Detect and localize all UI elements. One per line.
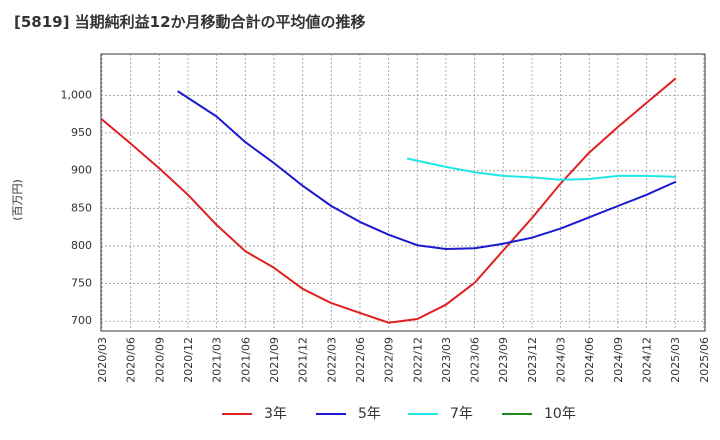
x-tick-label: 2020/03 [96, 337, 109, 383]
chart-title: [5819] 当期純利益12か月移動合計の平均値の推移 [14, 13, 366, 31]
series-line-7年 [406, 157, 677, 181]
legend-label: 3年 [264, 406, 287, 422]
y-tick-label: 750 [71, 277, 92, 290]
x-tick-label: 2022/06 [354, 337, 367, 383]
x-tick-label: 2023/09 [497, 337, 510, 383]
legend-label: 5年 [358, 406, 381, 422]
x-tick-label: 2023/06 [469, 337, 482, 383]
x-tick-label: 2020/12 [182, 337, 195, 383]
x-tick-label: 2021/06 [239, 337, 252, 383]
x-tick-label: 2022/12 [411, 337, 424, 383]
x-tick-label: 2022/03 [325, 337, 338, 383]
x-tick-label: 2024/12 [641, 337, 654, 383]
legend-label: 10年 [544, 406, 576, 422]
y-tick-label: 700 [71, 314, 92, 327]
x-tick-label: 2023/03 [440, 337, 453, 383]
x-tick-label: 2025/06 [698, 337, 711, 383]
x-tick-label: 2024/03 [555, 337, 568, 383]
y-tick-label: 950 [71, 126, 92, 139]
x-tick-label: 2023/12 [526, 337, 539, 383]
series-line-5年 [177, 90, 677, 250]
x-tick-label: 2020/06 [125, 337, 138, 383]
x-tick-label: 2021/03 [211, 337, 224, 383]
y-axis-label: (百万円) [11, 179, 24, 221]
x-tick-label: 2021/12 [297, 337, 310, 383]
y-tick-label: 900 [71, 164, 92, 177]
series-lines [101, 77, 677, 324]
x-tick-label: 2021/09 [268, 337, 281, 383]
y-tick-label: 850 [71, 201, 92, 214]
legend-label: 7年 [450, 406, 473, 422]
plot-area [100, 53, 706, 332]
x-tick-label: 2024/09 [612, 337, 625, 383]
y-tick-label: 1,000 [61, 88, 93, 101]
y-axis-ticks: 700 750 800 850 900 950 1,000 [61, 88, 93, 327]
y-tick-label: 800 [71, 239, 92, 252]
series-line-3年 [101, 77, 677, 324]
x-tick-label: 2022/09 [383, 337, 396, 383]
legend: 3年 5年 7年 10年 [222, 406, 576, 422]
x-axis-ticks: 2020/03 2020/06 2020/09 2020/12 2021/03 2021/… [96, 337, 711, 383]
x-tick-label: 2025/03 [669, 337, 682, 383]
x-tick-label: 2020/09 [153, 337, 166, 383]
x-tick-label: 2024/06 [583, 337, 596, 383]
